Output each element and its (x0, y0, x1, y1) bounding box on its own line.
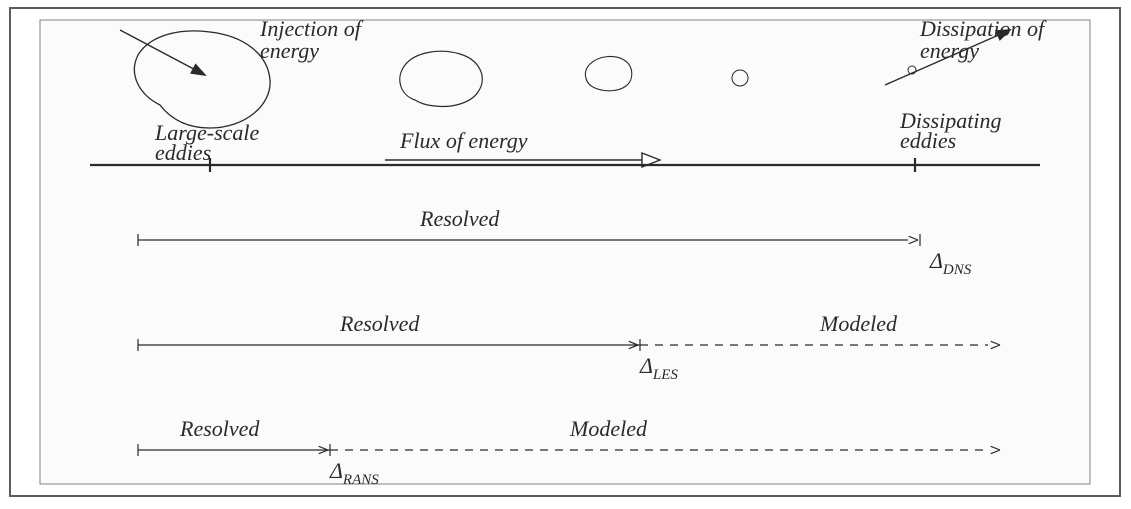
row-2-resolved-label: Resolved (179, 416, 260, 441)
flux-label: Flux of energy (399, 128, 528, 153)
row-1-resolved-label: Resolved (339, 311, 420, 336)
row-1-modeled-label: Modeled (819, 311, 898, 336)
row-0-resolved-label: Resolved (419, 206, 500, 231)
row-2-modeled-label: Modeled (569, 416, 648, 441)
